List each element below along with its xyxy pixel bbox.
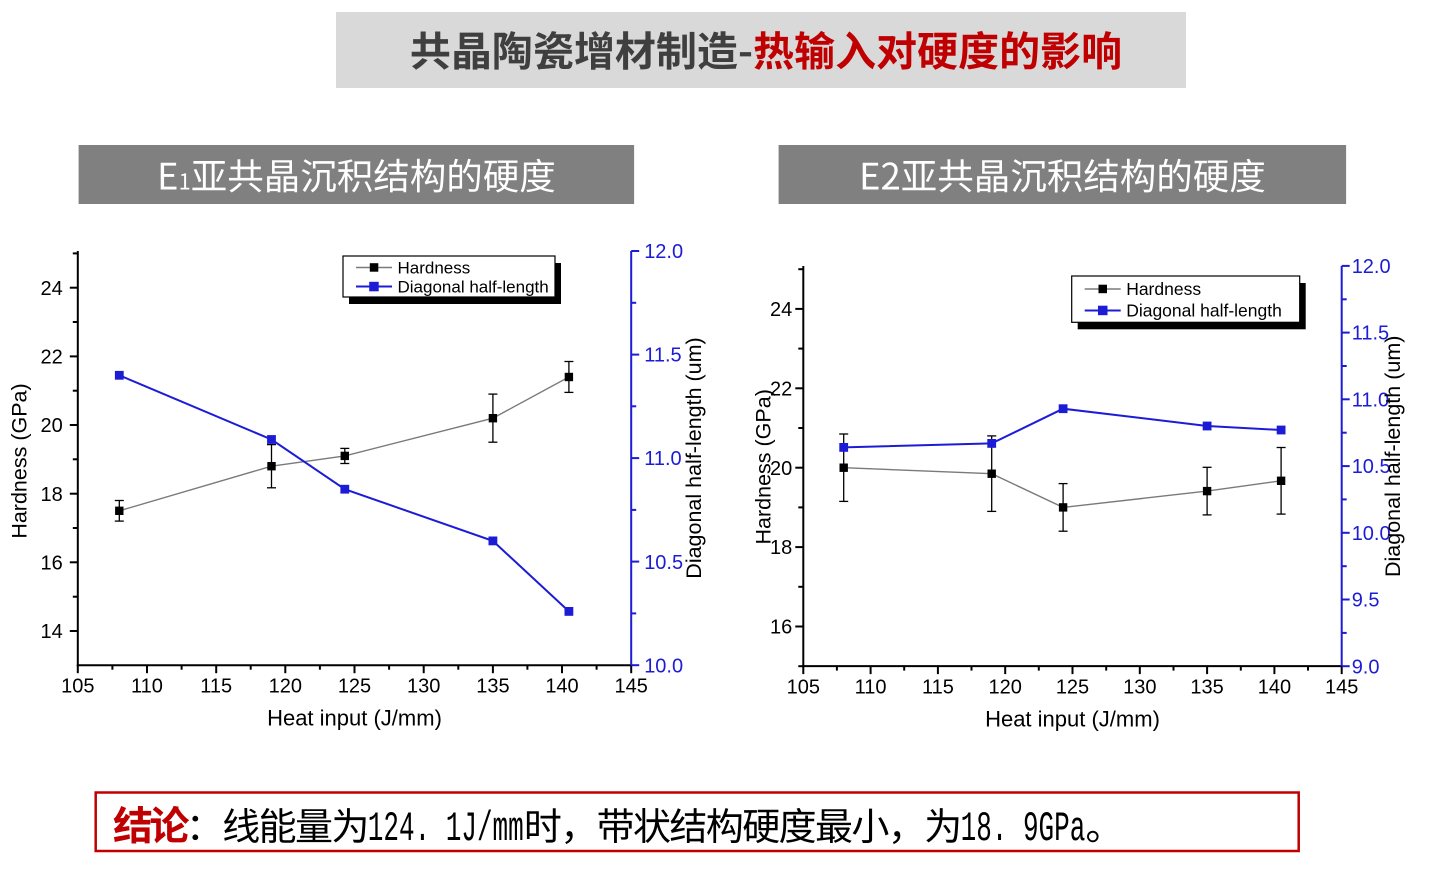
svg-text:20: 20 bbox=[770, 458, 792, 480]
svg-text:Diagonal half-length (um): Diagonal half-length (um) bbox=[1381, 336, 1405, 577]
svg-text:11.0: 11.0 bbox=[1352, 389, 1389, 411]
svg-text:11.5: 11.5 bbox=[1352, 323, 1389, 345]
svg-text:10.5: 10.5 bbox=[1352, 456, 1391, 478]
svg-text:14: 14 bbox=[41, 621, 63, 643]
svg-text:11.0: 11.0 bbox=[644, 448, 681, 470]
svg-text:140: 140 bbox=[1258, 677, 1291, 699]
svg-text:115: 115 bbox=[200, 676, 232, 698]
svg-text:120: 120 bbox=[269, 676, 302, 698]
svg-text:Hardness (GPa): Hardness (GPa) bbox=[752, 389, 776, 544]
svg-text:9.0: 9.0 bbox=[1352, 656, 1380, 678]
svg-text:Heat input (J/mm): Heat input (J/mm) bbox=[985, 707, 1160, 732]
svg-text:24: 24 bbox=[770, 299, 792, 321]
svg-text:145: 145 bbox=[1325, 677, 1358, 699]
svg-text:110: 110 bbox=[855, 677, 887, 699]
svg-text:135: 135 bbox=[476, 676, 509, 698]
svg-text:18. 9GPa: 18. 9GPa bbox=[961, 806, 1086, 853]
svg-text:130: 130 bbox=[407, 676, 440, 698]
svg-text:145: 145 bbox=[615, 676, 648, 698]
svg-text:16: 16 bbox=[41, 552, 63, 574]
svg-text:22: 22 bbox=[41, 347, 63, 369]
svg-text:125: 125 bbox=[338, 676, 371, 698]
svg-text:20: 20 bbox=[41, 415, 63, 437]
svg-text:10.5: 10.5 bbox=[644, 552, 683, 574]
svg-text:24: 24 bbox=[41, 278, 63, 300]
svg-text:Hardness: Hardness bbox=[398, 259, 471, 278]
svg-text:110: 110 bbox=[131, 676, 163, 698]
svg-text:22: 22 bbox=[770, 378, 792, 400]
svg-text:16: 16 bbox=[770, 617, 792, 639]
svg-text:Diagonal half-length (um): Diagonal half-length (um) bbox=[682, 337, 706, 578]
svg-text:Hardness: Hardness bbox=[1126, 279, 1201, 299]
svg-text:18: 18 bbox=[41, 484, 63, 506]
svg-text:120: 120 bbox=[989, 677, 1022, 699]
svg-text:Diagonal half-length: Diagonal half-length bbox=[398, 278, 549, 297]
svg-text:Hardness (GPa): Hardness (GPa) bbox=[8, 383, 32, 538]
svg-text:11.5: 11.5 bbox=[644, 345, 681, 367]
svg-text:9.5: 9.5 bbox=[1352, 590, 1380, 612]
svg-text:12.0: 12.0 bbox=[1352, 256, 1391, 278]
svg-text:Diagonal half-length: Diagonal half-length bbox=[1126, 301, 1282, 321]
svg-text:10.0: 10.0 bbox=[644, 655, 683, 677]
svg-text:135: 135 bbox=[1190, 677, 1223, 699]
svg-text:125: 125 bbox=[1056, 677, 1089, 699]
svg-text:140: 140 bbox=[545, 676, 578, 698]
svg-text:105: 105 bbox=[61, 676, 94, 698]
svg-text:105: 105 bbox=[787, 677, 820, 699]
svg-text:124. 1J/mm: 124. 1J/mm bbox=[368, 806, 524, 853]
svg-text:18: 18 bbox=[770, 537, 792, 559]
svg-text:Heat input (J/mm): Heat input (J/mm) bbox=[267, 706, 442, 731]
svg-text:130: 130 bbox=[1123, 677, 1156, 699]
svg-text:10.0: 10.0 bbox=[1352, 523, 1391, 545]
svg-text:12.0: 12.0 bbox=[644, 241, 683, 263]
svg-text:115: 115 bbox=[922, 677, 954, 699]
